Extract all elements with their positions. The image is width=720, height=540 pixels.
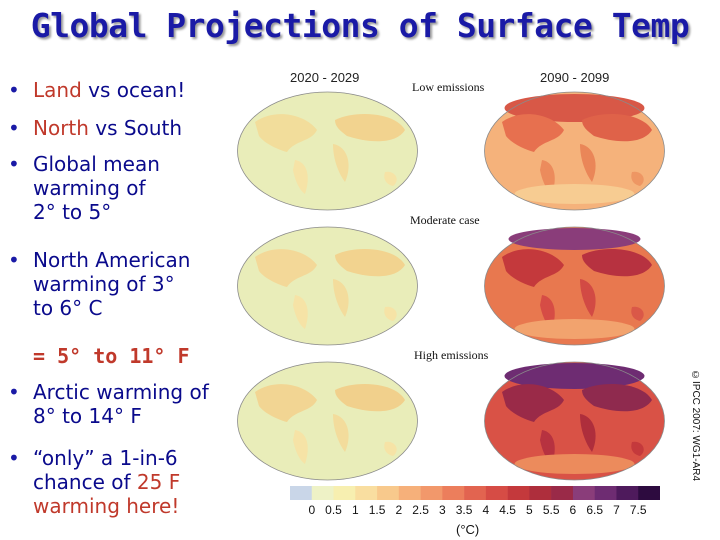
bullet-text: vs ocean! — [81, 78, 186, 102]
colorbar-swatch — [529, 486, 552, 500]
bullet-highlight: 25 F warming here! — [33, 470, 181, 518]
colorbar-tick-label: 3 — [439, 503, 446, 517]
colorbar-tick-label: 5.5 — [542, 503, 560, 517]
colorbar — [290, 486, 660, 500]
bullet-text: Global mean warming of 2° to 5° — [33, 152, 160, 224]
bullet-dot: • — [8, 380, 20, 404]
bullet-text: “only” a 1-in-6 chance of — [33, 446, 178, 494]
bullet-highlight: North — [33, 116, 89, 140]
bullet-dot: • — [8, 152, 20, 176]
scenario-label-low: Low emissions — [412, 80, 485, 94]
colorbar-swatch — [507, 486, 530, 500]
colorbar-tick-label: 7 — [613, 503, 620, 517]
colorbar-tick-label: 7.5 — [629, 503, 647, 517]
bullet-text: vs South — [88, 116, 183, 140]
colorbar-swatch — [594, 486, 617, 500]
colorbar-swatch — [442, 486, 465, 500]
colorbar-swatch — [485, 486, 508, 500]
colorbar-tick-label: 5 — [526, 503, 533, 517]
colorbar-swatch — [464, 486, 487, 500]
colorbar-unit: (°C) — [456, 522, 480, 537]
colorbar-swatch — [333, 486, 356, 500]
scenario-label-moderate: Moderate case — [410, 213, 480, 227]
bullet-dot: • — [8, 446, 20, 470]
colorbar-swatch — [420, 486, 443, 500]
bullet-dot: • — [8, 78, 20, 102]
colorbar-tick-label: 0.5 — [325, 503, 342, 517]
scenario-label-high: High emissions — [414, 348, 489, 362]
colorbar-swatch — [638, 486, 660, 500]
fahrenheit-conversion: = 5° to 11° F — [33, 344, 190, 368]
colorbar-tick-label: 6.5 — [586, 503, 604, 517]
colorbar-swatch — [398, 486, 421, 500]
map-moderate-2090s — [484, 226, 665, 346]
bullet-highlight: Land — [33, 78, 82, 102]
colorbar-swatch — [616, 486, 639, 500]
colorbar-tick-label: 2.5 — [412, 503, 429, 517]
map-low-2020s — [237, 91, 418, 211]
colorbar-swatch — [572, 486, 595, 500]
bullet-text: North American warming of 3° to 6° C — [33, 248, 191, 320]
period-label-right: 2090 - 2099 — [540, 70, 610, 85]
colorbar-swatch — [311, 486, 334, 500]
colorbar-tick-label: 4 — [482, 503, 490, 517]
colorbar-swatch — [290, 486, 313, 500]
colorbar-tick-label: 1 — [351, 503, 359, 517]
map-high-2020s — [237, 361, 418, 481]
colorbar-tick-label: 0 — [308, 503, 316, 517]
colorbar-swatch — [355, 486, 378, 500]
bullet-dot: • — [8, 116, 20, 140]
map-high-2090s — [484, 361, 665, 481]
colorbar-tick-label: 6 — [569, 503, 577, 517]
map-low-2090s — [484, 91, 665, 211]
colorbar-tick-label: 1.5 — [368, 503, 386, 517]
colorbar-swatch — [377, 486, 400, 500]
map-moderate-2020s — [237, 226, 418, 346]
slide-title: Global Projections of Surface Temp — [30, 6, 690, 45]
colorbar-tick-label: 3.5 — [455, 503, 473, 517]
colorbar-swatch — [551, 486, 574, 500]
colorbar-tick-label: 2 — [395, 503, 403, 517]
period-label-left: 2020 - 2029 — [290, 70, 360, 85]
ipcc-credit: ©IPCC 2007: WG1-AR4 — [690, 370, 701, 482]
bullet-text: Arctic warming of 8° to 14° F — [33, 380, 209, 428]
colorbar-tick-label: 4.5 — [499, 503, 516, 517]
bullet-dot: • — [8, 248, 20, 272]
colorbar-tick-labels: 0 0.5 1 1.5 2 2.5 3 3.5 4 4.5 5 5.5 6 6.5 7 7.5 — [290, 503, 660, 519]
